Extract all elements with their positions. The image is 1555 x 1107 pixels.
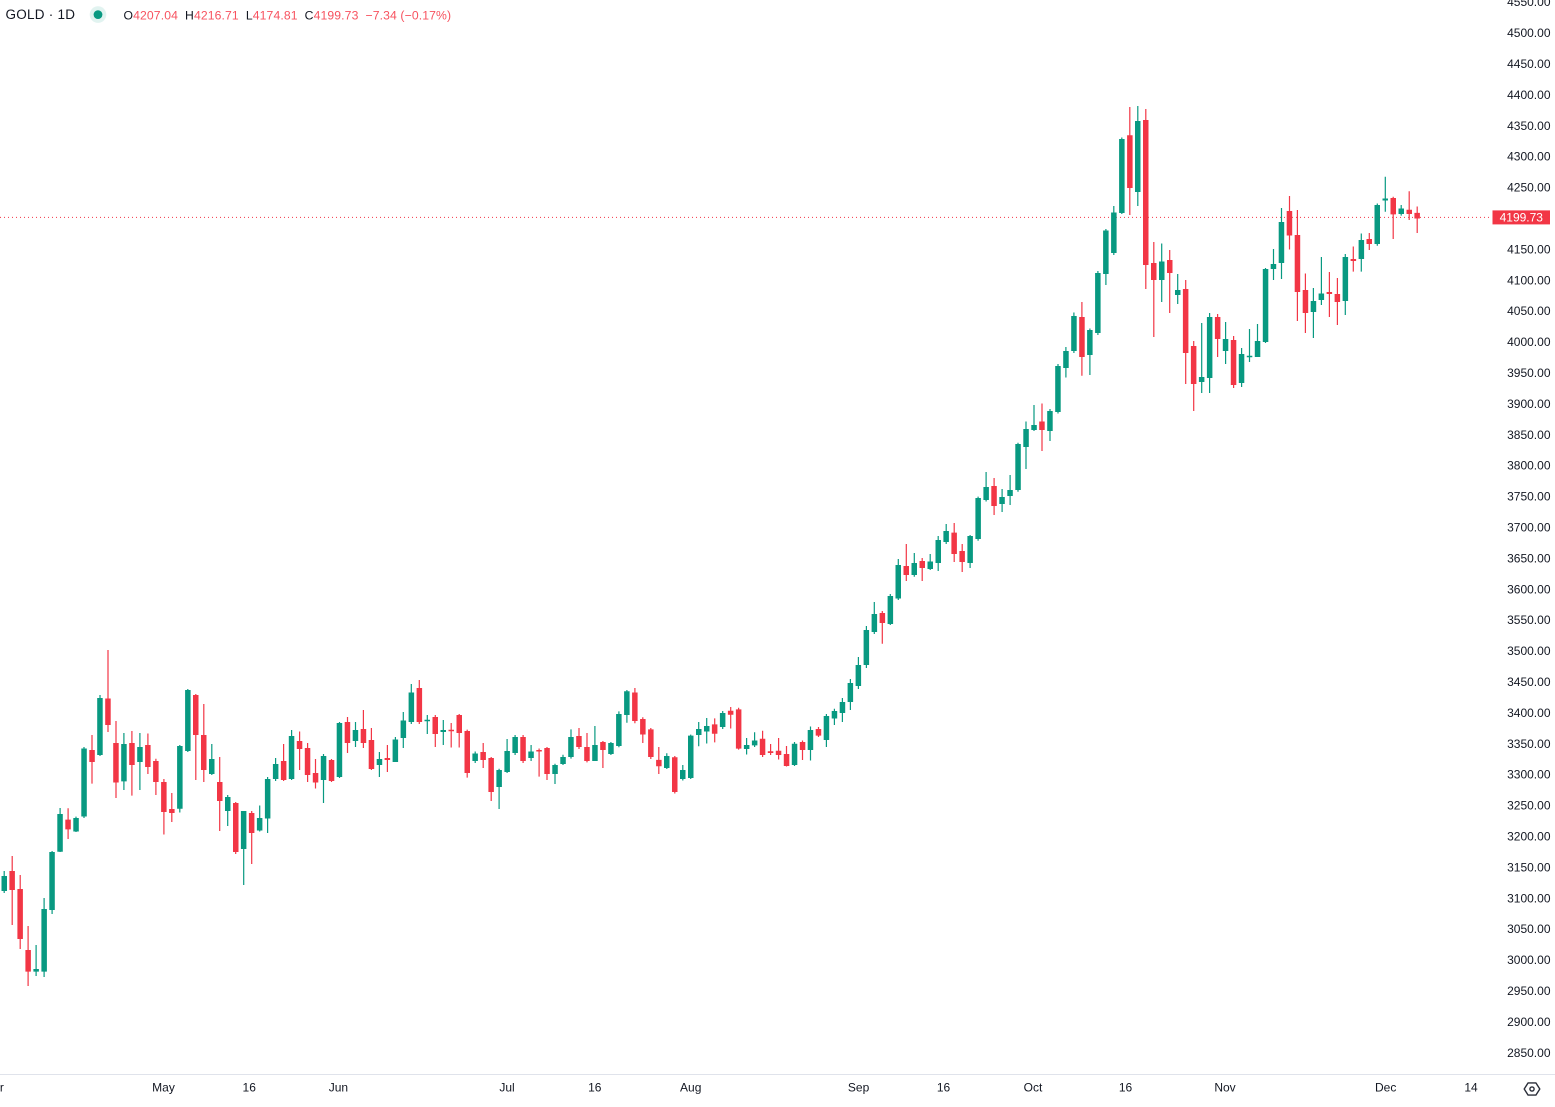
svg-text:4199.73: 4199.73 [1500,211,1544,225]
svg-text:Nov: Nov [1214,1081,1235,1095]
svg-text:3350.00: 3350.00 [1507,737,1551,751]
svg-text:16: 16 [588,1081,602,1095]
svg-text:3600.00: 3600.00 [1507,582,1551,596]
svg-text:4300.00: 4300.00 [1507,150,1551,164]
svg-text:4100.00: 4100.00 [1507,273,1551,287]
svg-text:3300.00: 3300.00 [1507,768,1551,782]
svg-text:3150.00: 3150.00 [1507,860,1551,874]
svg-text:4450.00: 4450.00 [1507,57,1551,71]
svg-text:4150.00: 4150.00 [1507,242,1551,256]
svg-text:3100.00: 3100.00 [1507,891,1551,905]
svg-text:Jul: Jul [499,1081,514,1095]
svg-text:3900.00: 3900.00 [1507,397,1551,411]
svg-text:3950.00: 3950.00 [1507,366,1551,380]
svg-text:2950.00: 2950.00 [1507,984,1551,998]
svg-text:4500.00: 4500.00 [1507,26,1551,40]
svg-text:3200.00: 3200.00 [1507,830,1551,844]
svg-text:3250.00: 3250.00 [1507,799,1551,813]
svg-text:Oct: Oct [1024,1081,1043,1095]
svg-text:3000.00: 3000.00 [1507,953,1551,967]
svg-text:3400.00: 3400.00 [1507,706,1551,720]
svg-text:Jun: Jun [329,1081,348,1095]
svg-text:4350.00: 4350.00 [1507,119,1551,133]
svg-text:3500.00: 3500.00 [1507,644,1551,658]
svg-text:16: 16 [243,1081,257,1095]
svg-text:Sep: Sep [848,1081,870,1095]
svg-text:3800.00: 3800.00 [1507,459,1551,473]
svg-text:May: May [152,1081,175,1095]
svg-text:Apr: Apr [0,1081,4,1095]
svg-text:2850.00: 2850.00 [1507,1046,1551,1060]
svg-text:3700.00: 3700.00 [1507,521,1551,535]
svg-text:3450.00: 3450.00 [1507,675,1551,689]
svg-text:16: 16 [1119,1081,1133,1095]
svg-text:4400.00: 4400.00 [1507,88,1551,102]
svg-text:4550.00: 4550.00 [1507,0,1551,9]
svg-text:14: 14 [1464,1081,1478,1095]
svg-text:Aug: Aug [680,1081,701,1095]
svg-text:4250.00: 4250.00 [1507,181,1551,195]
svg-text:3650.00: 3650.00 [1507,551,1551,565]
svg-text:2900.00: 2900.00 [1507,1015,1551,1029]
svg-text:4050.00: 4050.00 [1507,304,1551,318]
svg-text:4000.00: 4000.00 [1507,335,1551,349]
svg-text:3050.00: 3050.00 [1507,922,1551,936]
svg-text:Dec: Dec [1375,1081,1396,1095]
svg-text:3850.00: 3850.00 [1507,428,1551,442]
svg-text:3550.00: 3550.00 [1507,613,1551,627]
svg-text:GOLD · 1D: GOLD · 1D [6,7,76,22]
svg-text:16: 16 [937,1081,951,1095]
svg-text:3750.00: 3750.00 [1507,490,1551,504]
